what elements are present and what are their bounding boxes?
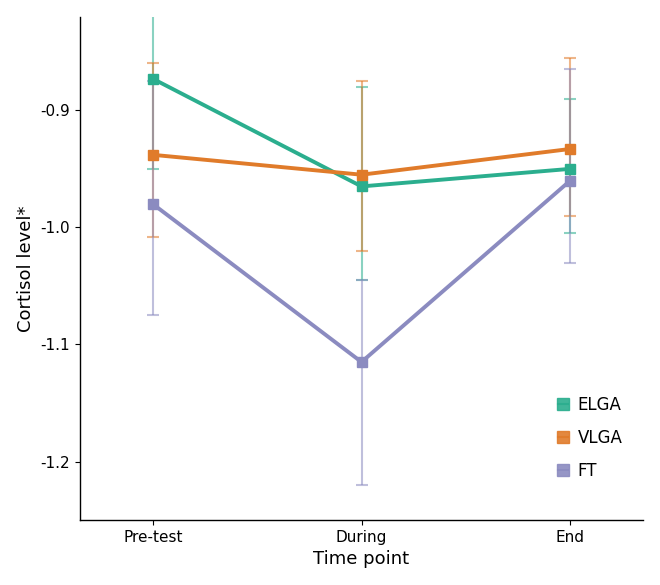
X-axis label: Time point: Time point: [314, 550, 410, 569]
Line: FT: FT: [148, 176, 575, 367]
Y-axis label: Cortisol level*: Cortisol level*: [16, 205, 35, 332]
FT: [148, 201, 156, 208]
FT: [566, 177, 574, 184]
ELGA: [148, 75, 156, 82]
FT: [358, 359, 366, 366]
Line: VLGA: VLGA: [148, 144, 575, 180]
ELGA: [566, 166, 574, 173]
VLGA: [358, 171, 366, 178]
Legend: ELGA, VLGA, FT: ELGA, VLGA, FT: [551, 389, 630, 487]
VLGA: [148, 152, 156, 159]
ELGA: [358, 183, 366, 190]
Line: ELGA: ELGA: [148, 74, 575, 191]
VLGA: [566, 146, 574, 153]
